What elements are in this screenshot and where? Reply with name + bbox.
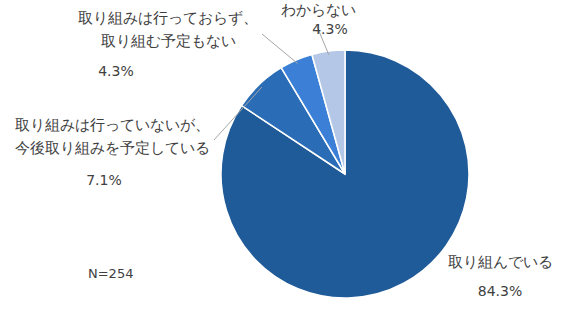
labels: 取り組んでいる 84.3% 取り組みは行っていないが、今後取り組みを予定している 7.… (15, 2, 553, 299)
leader-line (262, 34, 298, 63)
slices (221, 50, 469, 298)
pie-slice (312, 50, 345, 174)
value-label: 4.3% (312, 21, 348, 37)
annotation: N=254 (88, 266, 133, 281)
category-label: 取り組みは行っておらず、取り組む予定もない (78, 10, 258, 49)
category-label: 取り組みは行っていないが、今後取り組みを予定している (15, 117, 210, 156)
category-label: わからない (281, 2, 356, 18)
category-label: 取り組んでいる (448, 254, 553, 270)
chart-container: 取り組んでいる 84.3% 取り組みは行っていないが、今後取り組みを予定している 7.… (0, 0, 580, 321)
chart-svg: 取り組んでいる 84.3% 取り組みは行っていないが、今後取り組みを予定している 7.… (0, 0, 580, 321)
leader-line (214, 87, 262, 140)
value-label: 7.1% (86, 172, 122, 188)
pie-slice (221, 50, 469, 298)
value-label: 4.3% (98, 63, 134, 79)
value-label: 84.3% (478, 283, 522, 299)
